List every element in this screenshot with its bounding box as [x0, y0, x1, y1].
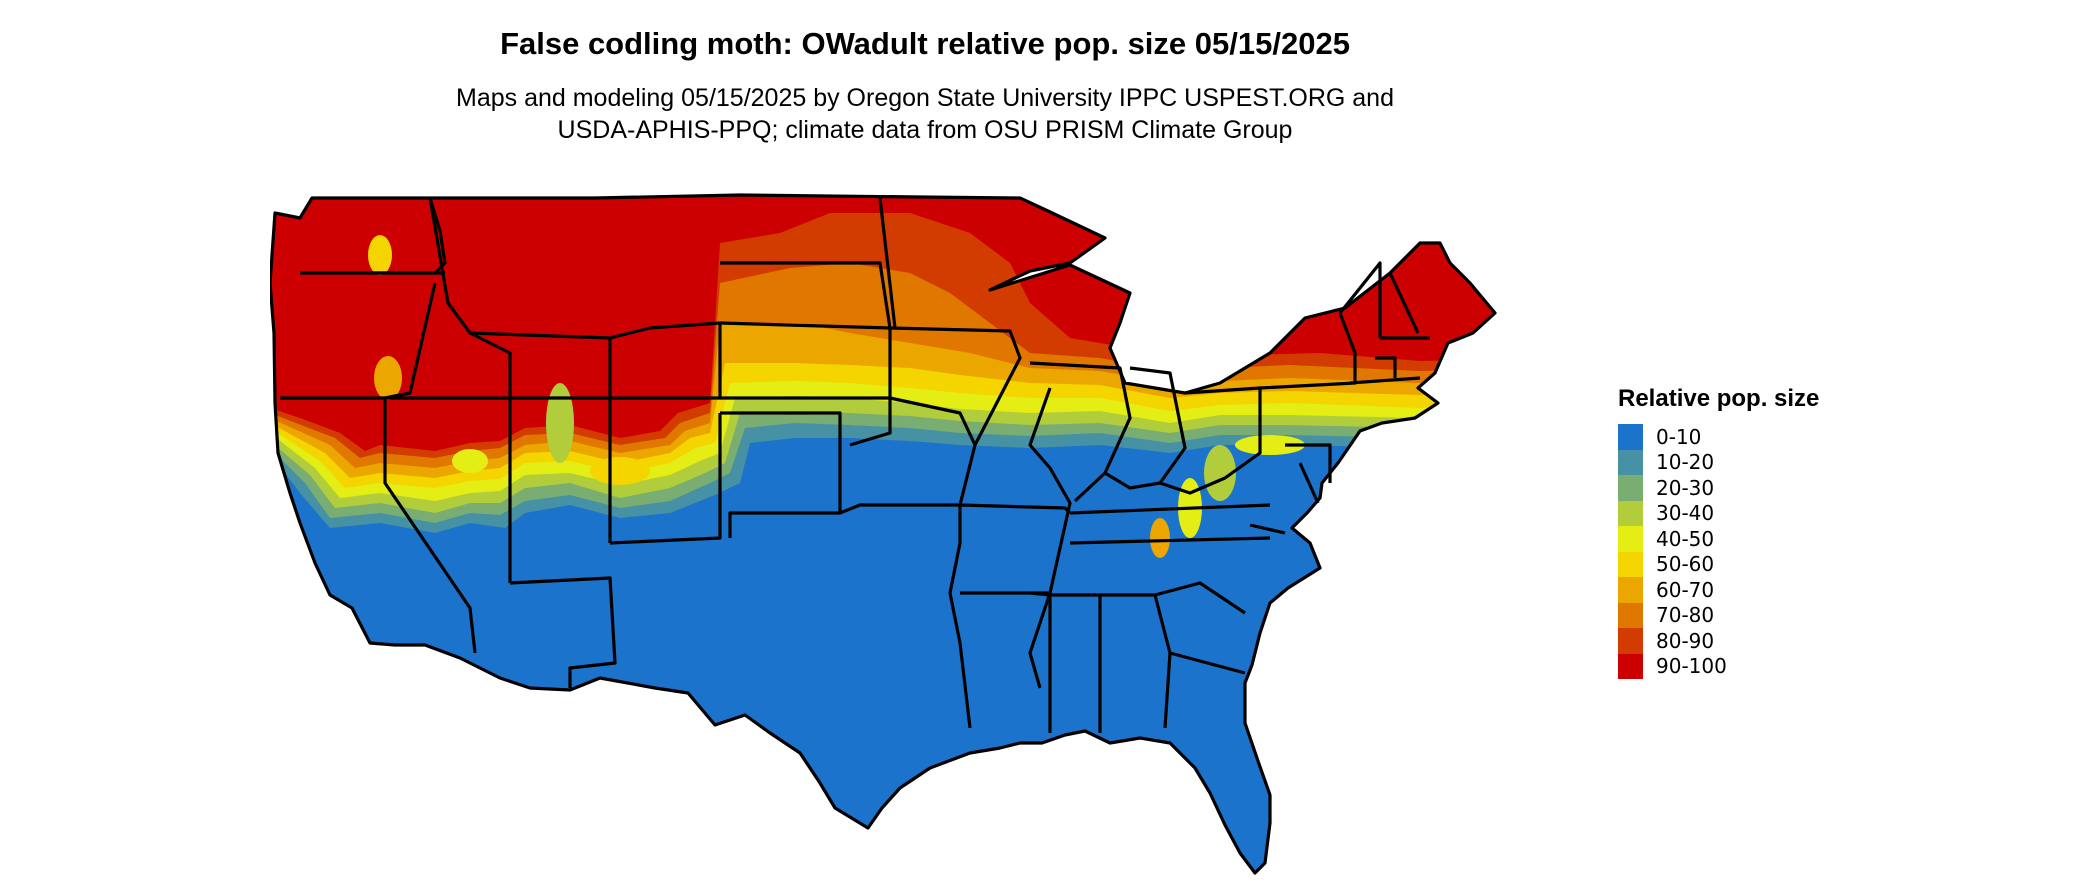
legend-label: 40-50	[1656, 526, 1715, 551]
legend-label: 70-80	[1656, 603, 1715, 628]
legend-item: 40-50	[1618, 526, 1819, 552]
legend-label: 10-20	[1656, 450, 1715, 475]
subtitle-line-2: USDA-APHIS-PPQ; climate data from OSU PR…	[557, 116, 1293, 144]
legend-swatch	[1618, 449, 1643, 475]
legend-swatch	[1618, 551, 1643, 577]
legend-swatch	[1618, 628, 1643, 654]
map-subtitle: Maps and modeling 05/15/2025 by Oregon S…	[0, 82, 1850, 146]
legend-swatch	[1618, 653, 1643, 679]
legend-item: 30-40	[1618, 500, 1819, 526]
legend-item: 0-10	[1618, 424, 1819, 450]
legend-item: 50-60	[1618, 551, 1819, 577]
us-map	[270, 193, 1497, 875]
legend-label: 20-30	[1656, 475, 1715, 500]
legend-label: 60-70	[1656, 577, 1715, 602]
legend: Relative pop. size 0-10 10-20 20-30 30-40 40…	[1618, 385, 1819, 679]
legend-item: 10-20	[1618, 449, 1819, 475]
legend-swatch	[1618, 602, 1643, 628]
legend-item: 90-100	[1618, 653, 1819, 679]
legend-swatch	[1618, 475, 1643, 501]
legend-item: 20-30	[1618, 475, 1819, 501]
legend-item: 80-90	[1618, 628, 1819, 654]
legend-title: Relative pop. size	[1618, 385, 1820, 412]
legend-swatch	[1618, 526, 1643, 552]
legend-swatch	[1618, 424, 1643, 450]
map-title: False codling moth: OWadult relative pop…	[500, 26, 1350, 61]
legend-swatch	[1618, 500, 1643, 526]
legend-label: 90-100	[1656, 654, 1727, 679]
subtitle-line-1: Maps and modeling 05/15/2025 by Oregon S…	[456, 84, 1394, 112]
legend-label: 0-10	[1656, 424, 1702, 449]
legend-item: 60-70	[1618, 577, 1819, 603]
legend-label: 30-40	[1656, 501, 1715, 526]
legend-items: 0-10 10-20 20-30 30-40 40-50 50-60 60-70 70-80 8…	[1618, 424, 1819, 679]
legend-swatch	[1618, 577, 1643, 603]
legend-label: 50-60	[1656, 552, 1715, 577]
legend-item: 70-80	[1618, 602, 1819, 628]
legend-label: 80-90	[1656, 628, 1715, 653]
